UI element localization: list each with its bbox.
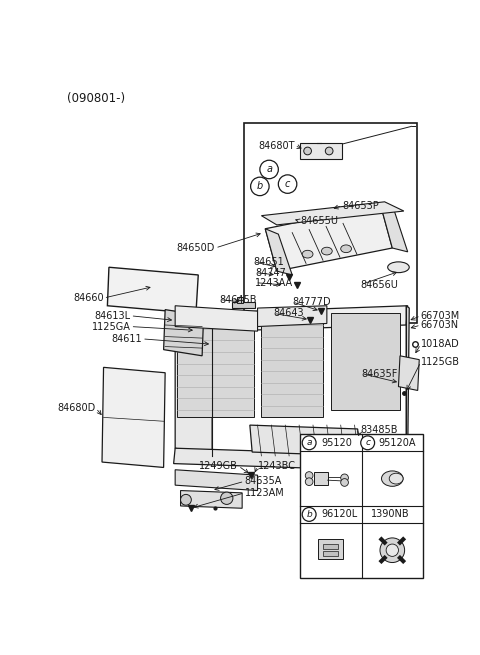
Polygon shape	[258, 306, 327, 327]
Circle shape	[278, 175, 297, 193]
Bar	[323, 551, 338, 555]
Ellipse shape	[322, 247, 332, 255]
Text: 95120A: 95120A	[378, 438, 416, 448]
Circle shape	[341, 474, 348, 481]
Text: 84635F: 84635F	[361, 369, 398, 379]
Polygon shape	[265, 229, 292, 275]
Bar	[331, 314, 400, 409]
Text: 1249GB: 1249GB	[199, 461, 238, 471]
Text: 84660: 84660	[73, 293, 104, 303]
Circle shape	[305, 472, 313, 479]
Bar	[232, 302, 255, 308]
Polygon shape	[250, 425, 360, 456]
Circle shape	[251, 177, 269, 196]
Text: 95120: 95120	[322, 438, 352, 448]
Ellipse shape	[389, 473, 403, 484]
Text: 84777D: 84777D	[292, 297, 331, 307]
Ellipse shape	[388, 262, 409, 272]
Text: 1125GB: 1125GB	[421, 357, 460, 367]
Polygon shape	[180, 491, 242, 508]
Bar	[237, 297, 243, 303]
Polygon shape	[174, 448, 408, 472]
Circle shape	[380, 538, 405, 563]
Text: 84613L: 84613L	[95, 310, 131, 321]
Text: b: b	[306, 510, 312, 519]
Circle shape	[180, 495, 192, 505]
Polygon shape	[102, 367, 165, 468]
Bar	[262, 321, 323, 417]
Text: 84680D: 84680D	[58, 403, 96, 413]
Polygon shape	[108, 267, 198, 314]
Bar	[323, 544, 338, 549]
Circle shape	[361, 436, 374, 450]
Text: (090801-): (090801-)	[67, 92, 125, 105]
Circle shape	[302, 508, 316, 521]
Ellipse shape	[341, 245, 351, 253]
Polygon shape	[406, 306, 409, 456]
Bar	[300, 434, 423, 578]
Text: 1123AM: 1123AM	[244, 488, 284, 498]
Text: 96120L: 96120L	[322, 510, 358, 519]
Polygon shape	[265, 206, 392, 271]
Text: 84611: 84611	[111, 334, 142, 344]
Polygon shape	[175, 306, 258, 331]
Text: b: b	[257, 181, 263, 191]
Text: a: a	[306, 438, 312, 447]
Text: 84650D: 84650D	[177, 243, 215, 253]
Polygon shape	[381, 206, 408, 252]
Polygon shape	[174, 306, 408, 333]
Ellipse shape	[304, 147, 312, 155]
Text: 84656U: 84656U	[360, 280, 398, 290]
Text: 84680T: 84680T	[258, 141, 295, 151]
Ellipse shape	[325, 147, 333, 155]
Text: 84747: 84747	[255, 268, 286, 278]
Text: 66703N: 66703N	[421, 320, 459, 330]
Ellipse shape	[302, 250, 313, 258]
Text: 1243BC: 1243BC	[258, 461, 296, 471]
Text: 84655U: 84655U	[300, 216, 338, 226]
Circle shape	[305, 478, 313, 485]
Bar	[300, 143, 342, 159]
Text: 1125GA: 1125GA	[92, 322, 131, 331]
Bar	[318, 540, 343, 559]
Bar	[314, 472, 328, 485]
Bar	[244, 123, 417, 324]
Polygon shape	[262, 202, 404, 225]
Circle shape	[341, 479, 348, 486]
Text: 84635A: 84635A	[244, 476, 282, 486]
Circle shape	[386, 544, 398, 556]
Text: 1390NB: 1390NB	[371, 510, 409, 519]
Text: 84653P: 84653P	[342, 200, 379, 211]
Polygon shape	[175, 470, 258, 491]
Circle shape	[302, 436, 316, 450]
Text: 1018AD: 1018AD	[421, 339, 459, 349]
Polygon shape	[398, 356, 419, 390]
Text: 84643: 84643	[274, 309, 304, 318]
Text: 66703M: 66703M	[421, 310, 460, 321]
Text: 84645B: 84645B	[219, 295, 256, 305]
Circle shape	[260, 160, 278, 179]
Polygon shape	[164, 310, 204, 356]
Text: c: c	[285, 179, 290, 189]
Text: a: a	[266, 164, 272, 174]
Circle shape	[221, 492, 233, 504]
Ellipse shape	[382, 471, 403, 486]
Polygon shape	[175, 314, 212, 456]
Text: 1243AA: 1243AA	[255, 278, 293, 288]
Text: 83485B: 83485B	[360, 426, 397, 436]
Text: 84651: 84651	[254, 257, 285, 267]
Text: c: c	[365, 438, 370, 447]
Bar	[177, 325, 254, 417]
